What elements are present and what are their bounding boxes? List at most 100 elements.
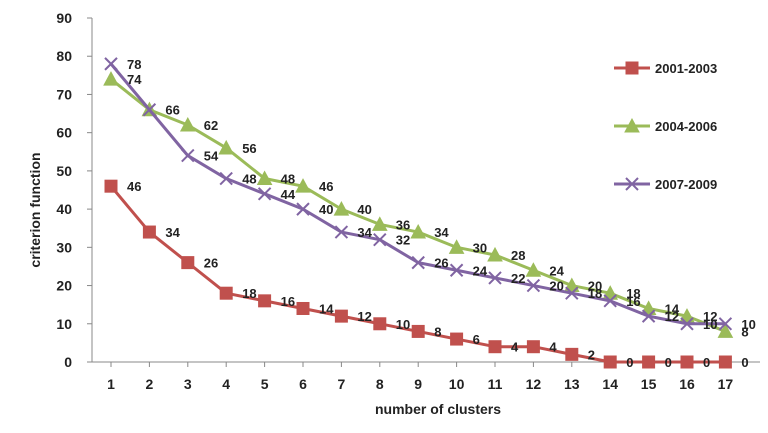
legend-item: 2004-2006 (614, 117, 717, 134)
triangle-marker (256, 170, 273, 186)
data-label: 56 (242, 141, 256, 156)
legend-item: 2001-2003 (614, 61, 717, 76)
x-tick-label: 14 (602, 376, 618, 392)
square-marker (642, 355, 656, 369)
x-marker-stroke (181, 148, 195, 163)
data-label: 0 (665, 355, 672, 370)
x-marker-stroke (411, 255, 425, 270)
data-label: 24 (549, 263, 564, 278)
x-tick-label: 5 (261, 376, 269, 392)
triangle-marker (333, 201, 350, 216)
square-marker (603, 355, 617, 369)
data-label: 22 (511, 271, 525, 286)
data-label: 0 (626, 355, 633, 370)
data-label: 18 (242, 286, 256, 301)
x-marker-stroke (296, 202, 310, 216)
square-marker (625, 61, 639, 75)
x-axis-title: number of clusters (375, 401, 501, 417)
x-tick-label: 6 (299, 376, 307, 392)
data-label: 8 (434, 324, 441, 339)
x-tick-label: 17 (718, 376, 734, 392)
x-tick-label: 12 (526, 376, 542, 392)
x-marker-stroke (603, 294, 617, 308)
triangle-marker (448, 239, 465, 254)
data-label: 66 (165, 103, 179, 118)
data-label: 46 (127, 179, 141, 194)
data-label: 24 (473, 263, 488, 278)
data-label: 2 (588, 347, 595, 362)
y-tick-label: 40 (56, 201, 72, 217)
x-marker-stroke (373, 232, 387, 247)
legend-label: 2004-2006 (655, 119, 717, 134)
data-label: 74 (127, 72, 142, 87)
square-marker (258, 294, 272, 308)
x-tick-label: 7 (338, 376, 346, 392)
square-marker (181, 256, 195, 270)
square-marker (488, 340, 502, 354)
legend: 2001-2003 2004-2006 2007-2009 (614, 61, 717, 192)
data-label: 34 (357, 225, 372, 240)
x-marker-stroke (625, 177, 639, 191)
x-tick-label: 8 (376, 376, 384, 392)
y-tick-label: 70 (56, 86, 72, 102)
data-label: 20 (549, 279, 563, 294)
x-marker-stroke (488, 271, 502, 285)
x-tick-label: 4 (222, 376, 230, 392)
legend-label: 2001-2003 (655, 61, 717, 76)
x-marker-stroke (680, 317, 694, 331)
x-marker-stroke (565, 286, 579, 300)
triangle-marker (525, 262, 542, 277)
data-label: 62 (204, 118, 218, 133)
data-label: 48 (242, 172, 256, 187)
y-tick-label: 90 (56, 10, 72, 26)
triangle-marker (218, 139, 235, 155)
square-marker (373, 317, 387, 331)
triangle-marker (717, 323, 734, 338)
square-marker (104, 179, 118, 193)
data-label: 16 (281, 294, 295, 309)
data-label: 10 (396, 317, 410, 332)
data-label: 40 (357, 202, 371, 217)
data-label: 10 (703, 317, 717, 332)
data-label: 0 (703, 355, 710, 370)
series-2001-2003 (104, 179, 732, 369)
x-tick-label: 15 (641, 376, 657, 392)
data-label: 0 (741, 355, 748, 370)
x-tick-label: 13 (564, 376, 580, 392)
data-label: 26 (434, 256, 448, 271)
data-label: 12 (665, 309, 679, 324)
data-label: 4 (549, 340, 557, 355)
data-label: 34 (434, 225, 449, 240)
data-label: 26 (204, 256, 218, 271)
square-marker (450, 332, 464, 346)
data-label: 30 (473, 240, 487, 255)
x-tick-label: 16 (679, 376, 695, 392)
x-tick-label: 1 (107, 376, 115, 392)
data-label: 36 (396, 217, 410, 232)
x-marker-stroke (718, 317, 733, 331)
y-tick-label: 30 (56, 239, 72, 255)
y-tick-label: 60 (56, 125, 72, 141)
triangle-marker (624, 117, 640, 133)
data-label: 20 (588, 279, 602, 294)
square-marker (296, 301, 310, 315)
x-marker-stroke (257, 187, 272, 201)
triangle-marker (487, 246, 503, 262)
square-marker (526, 340, 540, 354)
data-label: 40 (319, 202, 333, 217)
data-label: 10 (741, 317, 755, 332)
data-label: 14 (665, 301, 680, 316)
triangle-marker (410, 223, 427, 239)
y-tick-label: 10 (56, 316, 72, 332)
x-marker-stroke (142, 103, 157, 117)
data-label: 46 (319, 179, 333, 194)
data-label: 6 (473, 332, 480, 347)
x-tick-label: 3 (184, 376, 192, 392)
x-marker-stroke (641, 309, 656, 323)
x-marker-stroke (104, 57, 118, 71)
data-label: 14 (319, 301, 334, 316)
data-label: 18 (626, 286, 640, 301)
data-label: 78 (127, 57, 141, 72)
